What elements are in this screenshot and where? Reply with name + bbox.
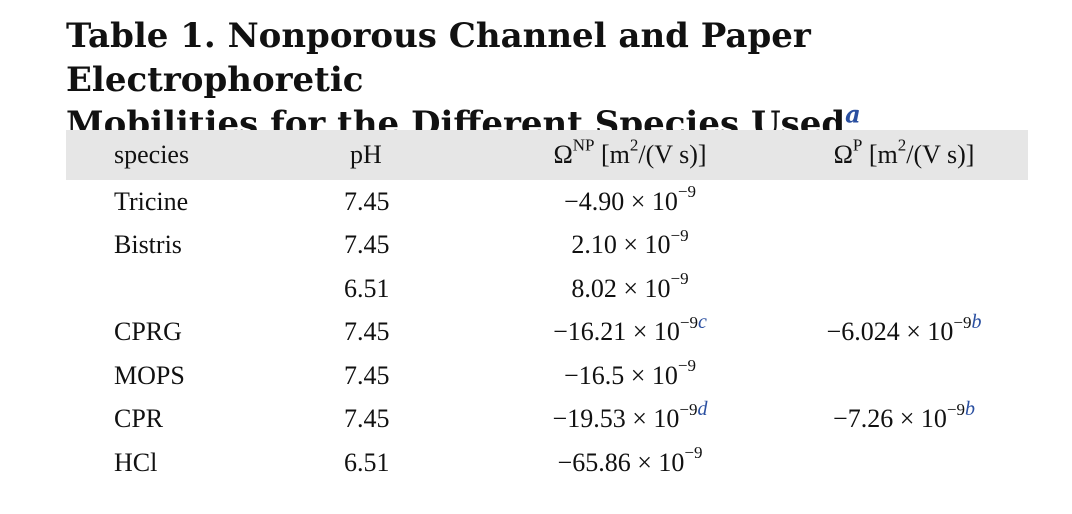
cell-np-mobility: −16.5 × 10−9 bbox=[480, 354, 780, 398]
cell-np-mobility: −65.86 × 10−9 bbox=[480, 441, 780, 485]
np-exponent-value: −9 bbox=[679, 399, 698, 419]
np-exponent: −9 bbox=[678, 356, 696, 375]
p-exponent-value: −9 bbox=[953, 312, 972, 332]
table-row: Bistris 7.45 2.10 × 10−9 bbox=[66, 224, 1028, 268]
p-unit-pre: [m bbox=[862, 140, 898, 169]
table-row: CPRG 7.45 −16.21 × 10−9c −6.024 × 10−9b bbox=[66, 311, 1028, 355]
np-exponent: −9c bbox=[679, 310, 707, 333]
cell-p-mobility bbox=[780, 224, 1028, 268]
cell-species: Bistris bbox=[114, 230, 182, 260]
cell-p-mobility bbox=[780, 267, 1028, 311]
cell-species: Tricine bbox=[114, 186, 189, 216]
table-row: 6.51 8.02 × 10−9 bbox=[66, 267, 1028, 311]
cell-np-mobility: −4.90 × 10−9 bbox=[480, 180, 780, 224]
cell-ph: 6.51 bbox=[344, 273, 390, 303]
np-mantissa: −19.53 × 10 bbox=[552, 404, 680, 434]
cell-species: CPRG bbox=[114, 317, 182, 347]
cell-p-mobility: −6.024 × 10−9b bbox=[780, 311, 1028, 355]
cell-p-mobility: −7.26 × 10−9b bbox=[780, 398, 1028, 442]
cell-ph: 7.45 bbox=[344, 404, 390, 434]
cell-ph: 7.45 bbox=[344, 360, 390, 390]
np-exponent-value: −9 bbox=[670, 225, 689, 245]
cell-np-mobility: −19.53 × 10−9d bbox=[480, 398, 780, 442]
np-mantissa: 2.10 × 10 bbox=[571, 230, 671, 260]
np-superscript: NP bbox=[572, 135, 595, 155]
np-mantissa: −4.90 × 10 bbox=[564, 186, 678, 216]
cell-np-mobility: 2.10 × 10−9 bbox=[480, 224, 780, 268]
table-header-row: species pH ΩNP [m2/(V s)] ΩP [m2/(V s)] bbox=[66, 130, 1028, 180]
cell-np-mobility: 8.02 × 10−9 bbox=[480, 267, 780, 311]
mobility-table: species pH ΩNP [m2/(V s)] ΩP [m2/(V s)] … bbox=[66, 130, 1028, 485]
table-row: Tricine 7.45 −4.90 × 10−9 bbox=[66, 180, 1028, 224]
caption-line-1: Table 1. Nonporous Channel and Paper Ele… bbox=[66, 16, 811, 100]
np-footnote-mark: c bbox=[698, 310, 707, 333]
np-footnote-mark: d bbox=[697, 397, 708, 420]
np-exponent: −9d bbox=[679, 397, 708, 420]
np-unit-pre: [m bbox=[594, 140, 630, 169]
caption-line-2: Mobilities for the Different Species Use… bbox=[66, 102, 1046, 146]
np-symbol: Ω bbox=[553, 140, 573, 169]
np-mantissa: −65.86 × 10 bbox=[557, 447, 685, 477]
caption-footnote-mark: a bbox=[845, 99, 861, 129]
cell-p-mobility bbox=[780, 180, 1028, 224]
np-exponent-value: −9 bbox=[677, 356, 696, 375]
np-mantissa: −16.21 × 10 bbox=[553, 317, 680, 347]
cell-species: CPR bbox=[114, 404, 164, 434]
cell-p-mobility bbox=[780, 354, 1028, 398]
p-exponent: −9b bbox=[953, 310, 982, 333]
np-exponent-value: −9 bbox=[679, 312, 699, 332]
p-footnote-mark: b bbox=[964, 397, 975, 420]
p-exponent: −9b bbox=[946, 397, 975, 420]
np-mantissa: 8.02 × 10 bbox=[571, 273, 671, 303]
p-mantissa: −6.024 × 10 bbox=[826, 317, 954, 347]
cell-ph: 6.51 bbox=[344, 447, 390, 477]
np-exponent-value: −9 bbox=[670, 269, 689, 288]
np-unit-sup: 2 bbox=[629, 135, 639, 155]
cell-species: HCl bbox=[114, 447, 158, 477]
cell-np-mobility: −16.21 × 10−9c bbox=[480, 311, 780, 355]
np-exponent: −9 bbox=[671, 269, 689, 288]
np-exponent-value: −9 bbox=[684, 443, 703, 462]
cell-p-mobility bbox=[780, 441, 1028, 485]
p-exponent-value: −9 bbox=[946, 399, 965, 419]
cell-ph: 7.45 bbox=[344, 230, 390, 260]
cell-species: MOPS bbox=[114, 360, 185, 390]
p-footnote-mark: b bbox=[971, 310, 982, 333]
cell-ph: 7.45 bbox=[344, 317, 390, 347]
np-exponent: −9 bbox=[678, 182, 696, 201]
caption-line-2-text: Mobilities for the Different Species Use… bbox=[66, 104, 846, 144]
header-np-mobility: ΩNP [m2/(V s)] bbox=[480, 130, 780, 180]
np-mantissa: −16.5 × 10 bbox=[564, 360, 678, 390]
table-row: MOPS 7.45 −16.5 × 10−9 bbox=[66, 354, 1028, 398]
cell-species bbox=[66, 267, 344, 311]
table-row: HCl 6.51 −65.86 × 10−9 bbox=[66, 441, 1028, 485]
p-mantissa: −7.26 × 10 bbox=[833, 404, 947, 434]
np-exponent-value: −9 bbox=[677, 182, 696, 201]
p-symbol: Ω bbox=[833, 140, 853, 169]
cell-ph: 7.45 bbox=[344, 186, 390, 216]
p-unit-sup: 2 bbox=[897, 135, 907, 155]
header-p-mobility: ΩP [m2/(V s)] bbox=[780, 130, 1028, 180]
header-species: species bbox=[114, 140, 190, 169]
np-exponent: −9 bbox=[684, 443, 702, 462]
table-caption: Table 1. Nonporous Channel and Paper Ele… bbox=[66, 14, 1046, 146]
np-exponent: −9 bbox=[671, 226, 689, 245]
header-ph: pH bbox=[350, 140, 382, 169]
table-row: CPR 7.45 −19.53 × 10−9d −7.26 × 10−9b bbox=[66, 398, 1028, 442]
p-unit-post: /(V s)] bbox=[906, 140, 975, 169]
p-superscript: P bbox=[852, 135, 863, 155]
np-unit-post: /(V s)] bbox=[638, 140, 707, 169]
